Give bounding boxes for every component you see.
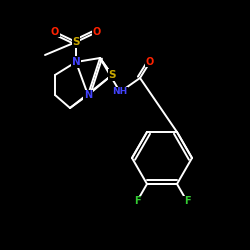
Text: NH: NH <box>112 88 128 96</box>
Text: N: N <box>72 57 80 67</box>
Text: O: O <box>146 57 154 67</box>
Text: O: O <box>93 27 101 37</box>
Text: N: N <box>84 90 92 100</box>
Text: S: S <box>72 37 80 47</box>
Text: F: F <box>184 196 190 206</box>
Text: F: F <box>134 196 140 206</box>
Text: S: S <box>108 70 116 80</box>
Text: O: O <box>51 27 59 37</box>
